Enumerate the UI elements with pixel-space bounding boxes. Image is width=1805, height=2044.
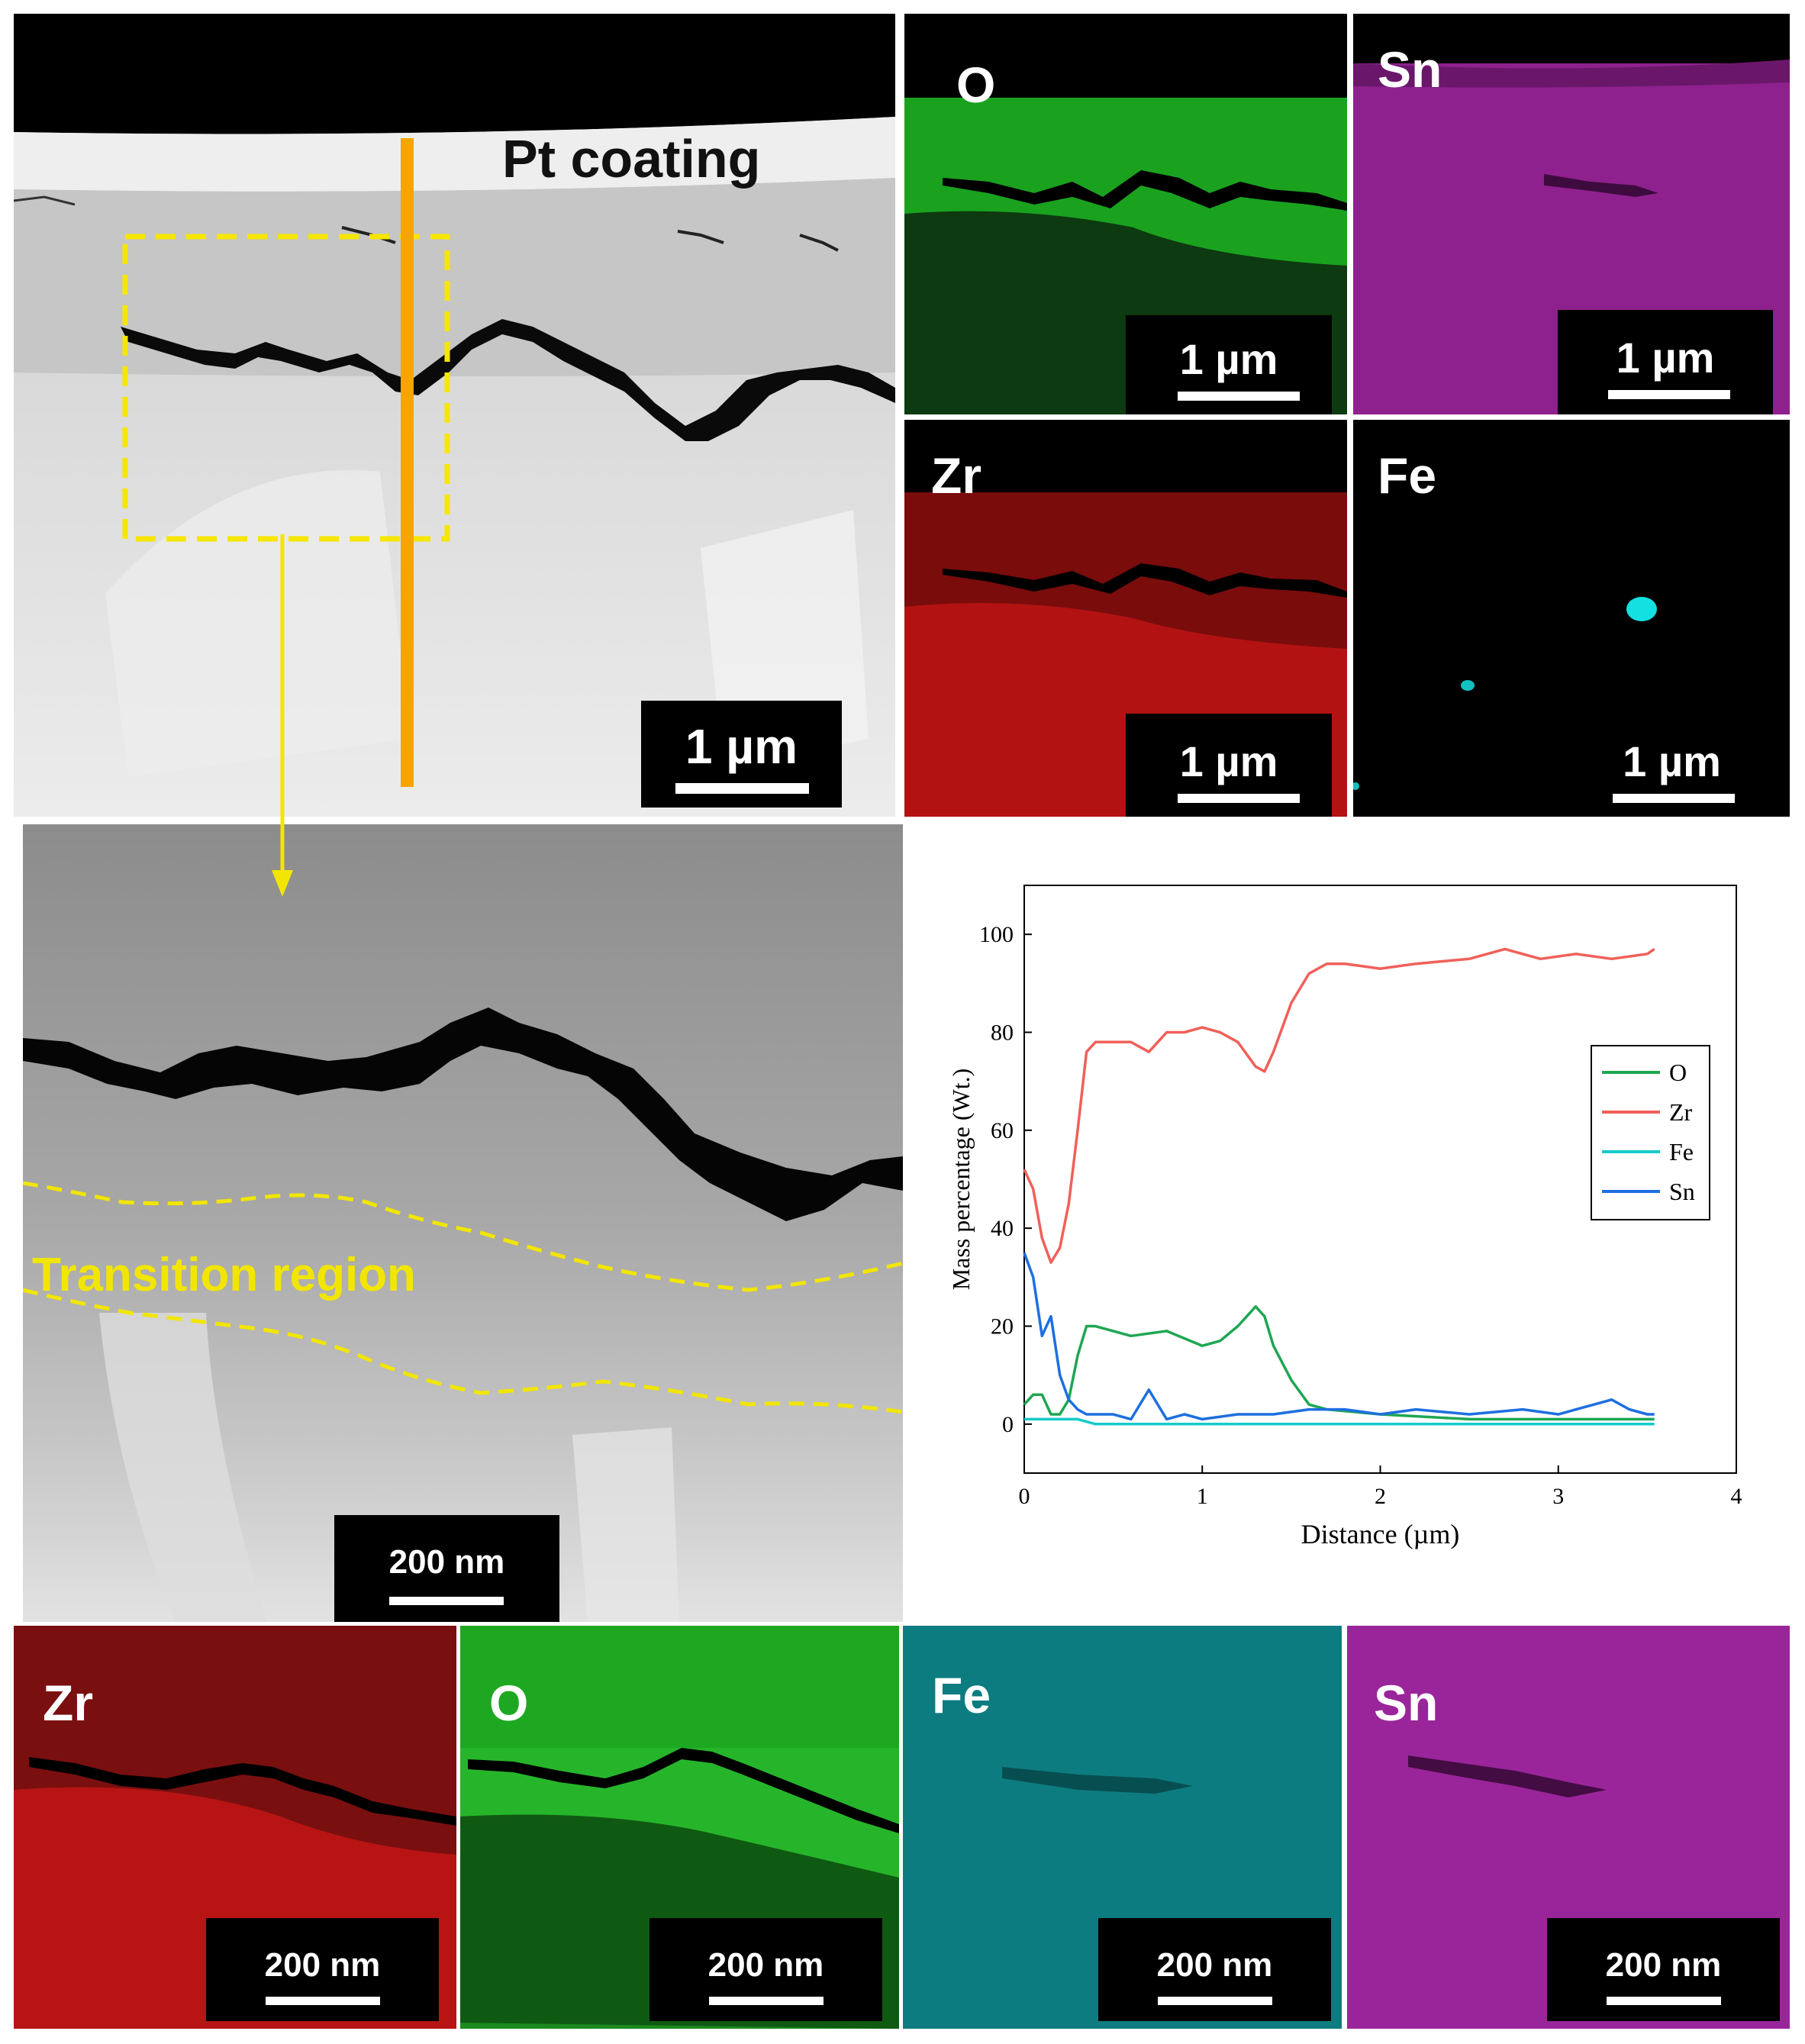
y-tick-label: 60 [991, 1118, 1014, 1143]
scale-bar [1613, 794, 1735, 803]
element-label: O [489, 1675, 529, 1731]
scale-bar-box: 1 µm [1558, 310, 1773, 414]
scale-bar-box: 200 nm [1547, 1918, 1780, 2021]
x-tick-label: 2 [1375, 1484, 1386, 1509]
zoom-arrow [272, 534, 293, 897]
scale-bar [675, 783, 809, 794]
scale-bar-box: 200 nm [334, 1515, 559, 1622]
series-line-o [1023, 1305, 1655, 1421]
element-label: Zr [931, 447, 981, 504]
scale-bar [266, 1997, 380, 2005]
element-label: Zr [43, 1675, 93, 1731]
scale-bar-label: 200 nm [1156, 1946, 1273, 1984]
eds-map-o-bottom: O 200 nm [460, 1626, 899, 2029]
scale-bar-label: 200 nm [388, 1543, 505, 1581]
legend-label: Zr [1669, 1098, 1693, 1126]
scale-bar [1607, 1997, 1721, 2005]
eds-map-zr-bottom: Zr 200 nm [14, 1626, 456, 2029]
transition-region-label: Transition region [32, 1249, 416, 1301]
element-label: O [956, 56, 996, 113]
sem-overview-image: Pt coating 1 µm [14, 14, 895, 817]
y-tick-label: 80 [991, 1020, 1014, 1046]
series-line-fe [1024, 1417, 1655, 1426]
legend-label: Fe [1669, 1138, 1694, 1165]
legend-label: O [1669, 1059, 1687, 1086]
eds-map-o-top: O 1 µm [904, 14, 1347, 414]
y-tick-label: 20 [991, 1314, 1014, 1340]
scale-bar-label: 200 nm [707, 1946, 824, 1984]
x-tick-label: 4 [1731, 1484, 1742, 1509]
scale-bar [1178, 794, 1300, 803]
series-line-zr [1023, 947, 1655, 1264]
pt-coating-label: Pt coating [502, 129, 761, 189]
eds-map-fe-bottom: Fe 200 nm [903, 1626, 1342, 2029]
sem-zoom-image: Transition region 200 nm [23, 824, 903, 1622]
scale-bar-label: 200 nm [1605, 1946, 1722, 1984]
x-tick-label: 0 [1019, 1484, 1030, 1509]
scale-bar-box: 200 nm [649, 1918, 882, 2021]
eds-map-sn-bottom: Sn 200 nm [1347, 1626, 1790, 2029]
legend-label: Sn [1669, 1178, 1695, 1205]
y-tick-label: 0 [1002, 1412, 1014, 1437]
scale-bar-box: 1 µm [1571, 714, 1773, 817]
scale-bar-box: 1 µm [1126, 714, 1332, 817]
scale-bar-box: 200 nm [206, 1918, 439, 2021]
scale-bar-box: 1 µm [641, 701, 842, 808]
element-label: Fe [932, 1667, 991, 1723]
eds-map-sn-top: Sn 1 µm [1353, 14, 1790, 414]
scale-bar-label: 1 µm [1616, 334, 1715, 382]
series-line-sn [1023, 1252, 1655, 1421]
eds-map-zr-top: Zr 1 µm [904, 420, 1347, 817]
y-axis-label: Mass percentage (Wt.) [947, 1069, 975, 1291]
element-label: Sn [1378, 41, 1442, 98]
x-axis-label: Distance (µm) [1301, 1519, 1460, 1549]
y-tick-label: 40 [991, 1216, 1014, 1241]
scale-bar-label: 1 µm [1179, 737, 1278, 785]
scale-bar [1178, 392, 1300, 401]
scale-bar-box: 1 µm [1126, 315, 1332, 414]
y-tick-label: 100 [979, 922, 1014, 947]
eds-map-fe-top: Fe 1 µm [1353, 420, 1790, 817]
scale-bar-label: 1 µm [1179, 335, 1278, 383]
scale-bar [1158, 1997, 1272, 2005]
scale-bar [1608, 390, 1730, 399]
scale-bar [389, 1597, 504, 1605]
scale-bar-label: 200 nm [264, 1946, 381, 1984]
element-label: Fe [1378, 447, 1437, 504]
scale-bar-box: 200 nm [1098, 1918, 1331, 2021]
scale-bar-label: 1 µm [1623, 737, 1721, 785]
scale-bar [709, 1997, 824, 2005]
element-label: Sn [1374, 1675, 1439, 1731]
scale-bar-label: 1 µm [685, 719, 798, 774]
x-tick-label: 1 [1197, 1484, 1208, 1509]
x-tick-label: 3 [1552, 1484, 1564, 1509]
